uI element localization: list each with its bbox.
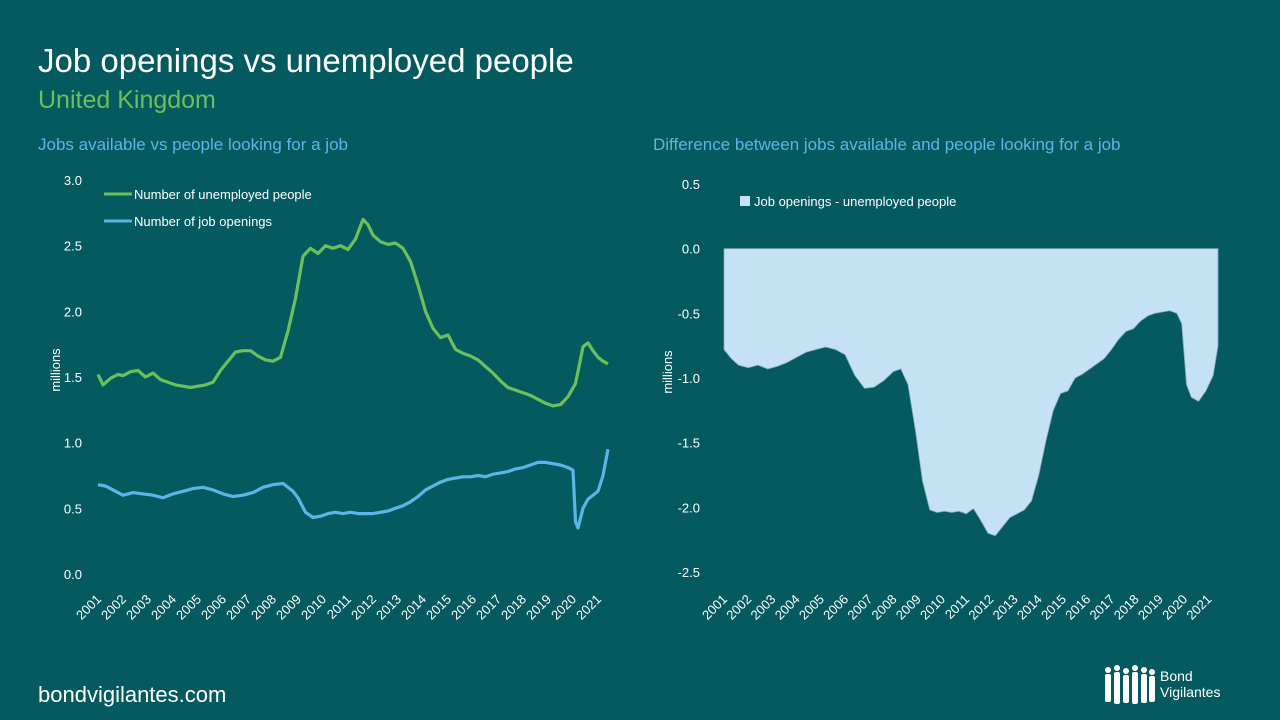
right-y-tick-label: 0.5 bbox=[682, 177, 700, 192]
left-x-tick-label: 2004 bbox=[148, 592, 179, 623]
right-chart-title: Difference between jobs available and pe… bbox=[653, 135, 1121, 154]
unemployed-series-line bbox=[96, 217, 609, 408]
right-y-tick-label: -1.0 bbox=[678, 371, 700, 386]
brand-name: Bond Vigilantes bbox=[1160, 668, 1220, 700]
left-x-tick-label: 2021 bbox=[573, 592, 604, 623]
left-chart-title: Jobs available vs people looking for a j… bbox=[38, 135, 348, 154]
left-x-tick-label: 2012 bbox=[348, 592, 379, 623]
right-x-tick-label: 2011 bbox=[942, 592, 972, 622]
right-x-tick-label: 2008 bbox=[869, 592, 900, 623]
right-x-tick-label: 2009 bbox=[893, 592, 924, 623]
left-x-tick-label: 2014 bbox=[398, 592, 429, 623]
left-y-tick-label: 0.5 bbox=[64, 501, 82, 516]
right-x-tick-label: 2002 bbox=[723, 592, 754, 623]
left-y-tick-label: 3.0 bbox=[64, 173, 82, 188]
page-subtitle: United Kingdom bbox=[38, 86, 216, 114]
openings-series-line bbox=[97, 448, 610, 530]
right-x-tick-label: 2010 bbox=[917, 592, 948, 623]
right-y-tick-label: -0.5 bbox=[678, 306, 700, 321]
right-x-tick-label: 2017 bbox=[1087, 592, 1118, 623]
right-y-tick-label: -2.5 bbox=[678, 565, 700, 580]
left-x-tick-label: 2013 bbox=[373, 592, 404, 623]
left-x-tick-label: 2016 bbox=[448, 592, 479, 623]
left-x-tick-label: 2007 bbox=[223, 592, 254, 623]
site-url: bondvigilantes.com bbox=[38, 682, 227, 707]
right-x-tick-label: 2020 bbox=[1159, 592, 1190, 623]
left-y-tick-label: 0.0 bbox=[64, 567, 82, 582]
left-x-tick-label: 2011 bbox=[324, 592, 354, 622]
left-x-tick-label: 2009 bbox=[273, 592, 304, 623]
right-x-tick-label: 2013 bbox=[990, 592, 1021, 623]
left-x-tick-label: 2020 bbox=[548, 592, 579, 623]
right-x-tick-label: 2004 bbox=[772, 592, 803, 623]
legend-label: Number of unemployed people bbox=[134, 187, 312, 202]
right-x-tick-label: 2003 bbox=[747, 592, 778, 623]
left-y-axis-label: millions bbox=[48, 348, 63, 392]
left-x-tick-label: 2003 bbox=[123, 592, 154, 623]
right-x-tick-label: 2021 bbox=[1183, 592, 1214, 623]
right-x-tick-label: 2006 bbox=[820, 592, 851, 623]
right-x-tick-label: 2005 bbox=[796, 592, 827, 623]
left-x-tick-label: 2001 bbox=[73, 592, 104, 623]
left-y-tick-label: 2.5 bbox=[64, 239, 82, 254]
left-x-tick-label: 2006 bbox=[198, 592, 229, 623]
left-y-tick-label: 2.0 bbox=[64, 304, 82, 319]
right-x-tick-label: 2015 bbox=[1038, 592, 1069, 623]
left-x-tick-label: 2019 bbox=[523, 592, 554, 623]
right-x-tick-label: 2007 bbox=[844, 592, 875, 623]
legend-label: Job openings - unemployed people bbox=[754, 194, 956, 209]
right-x-tick-label: 2016 bbox=[1062, 592, 1093, 623]
difference-area bbox=[723, 248, 1219, 537]
left-y-tick-label: 1.5 bbox=[64, 370, 82, 385]
left-x-tick-label: 2008 bbox=[248, 592, 279, 623]
left-x-tick-label: 2002 bbox=[98, 592, 129, 623]
brand-line-2: Vigilantes bbox=[1160, 684, 1221, 700]
left-x-tick-label: 2005 bbox=[173, 592, 204, 623]
right-x-tick-label: 2018 bbox=[1111, 592, 1142, 623]
right-y-tick-label: -2.0 bbox=[678, 500, 700, 515]
right-y-tick-label: -1.5 bbox=[678, 436, 700, 451]
left-x-tick-label: 2015 bbox=[423, 592, 454, 623]
right-y-axis-label: millions bbox=[660, 350, 675, 394]
right-y-tick-label: 0.0 bbox=[682, 242, 700, 257]
left-x-tick-label: 2018 bbox=[498, 592, 529, 623]
right-x-tick-label: 2001 bbox=[699, 592, 730, 623]
left-y-tick-label: 1.0 bbox=[64, 436, 82, 451]
left-x-tick-label: 2010 bbox=[298, 592, 329, 623]
left-x-tick-label: 2017 bbox=[473, 592, 504, 623]
right-x-tick-label: 2014 bbox=[1014, 592, 1045, 623]
legend-swatch bbox=[740, 196, 750, 206]
right-x-tick-label: 2012 bbox=[965, 592, 996, 623]
legend-label: Number of job openings bbox=[134, 214, 273, 229]
bond-vigilantes-logo-icon bbox=[1105, 665, 1155, 704]
page-title: Job openings vs unemployed people bbox=[38, 42, 574, 79]
right-x-tick-label: 2019 bbox=[1135, 592, 1166, 623]
brand-line-1: Bond bbox=[1160, 668, 1193, 684]
